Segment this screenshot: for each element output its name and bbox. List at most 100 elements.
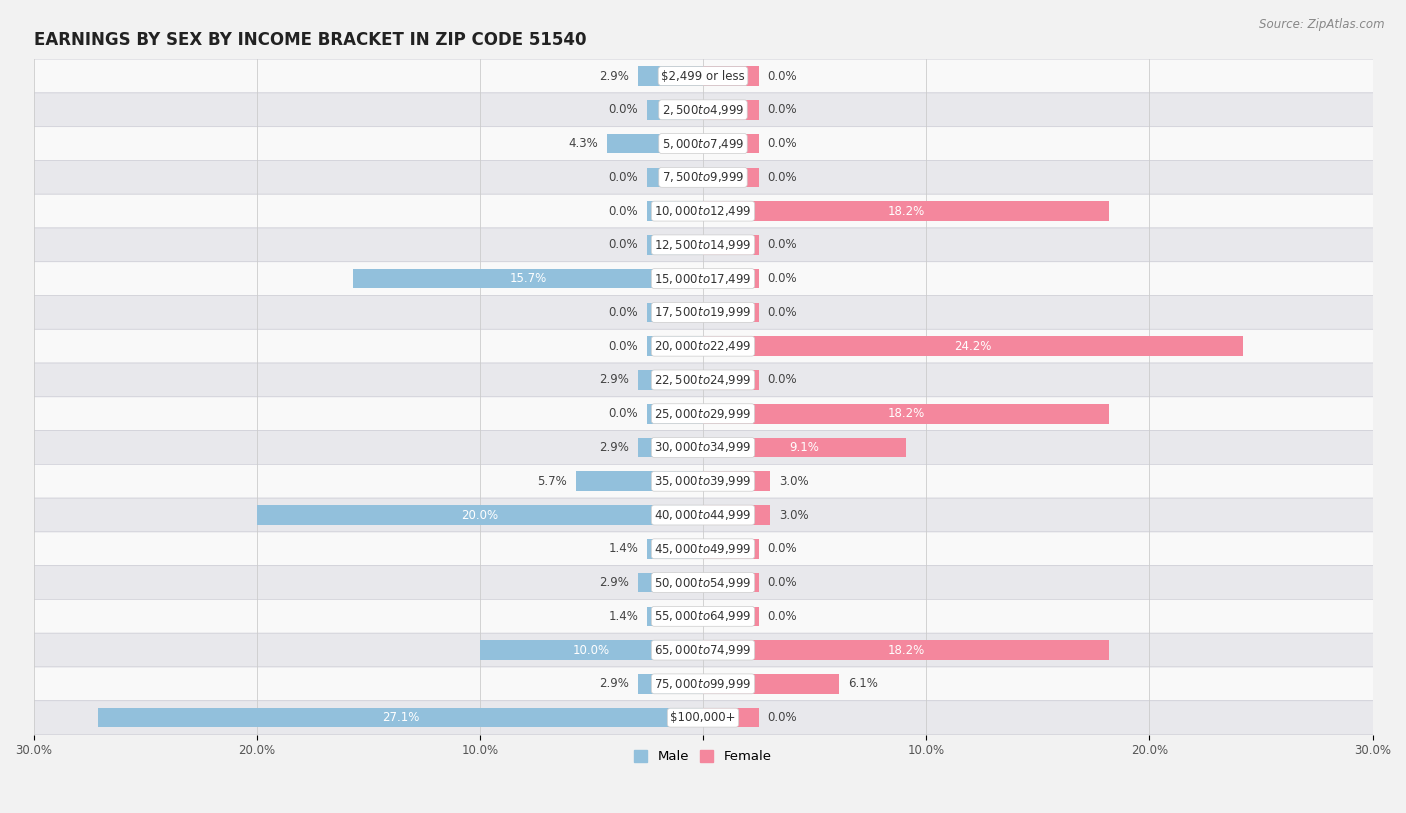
Text: 2.9%: 2.9% — [599, 373, 630, 386]
Text: Source: ZipAtlas.com: Source: ZipAtlas.com — [1260, 18, 1385, 31]
Bar — [703, 269, 759, 289]
Text: 0.0%: 0.0% — [768, 711, 797, 724]
Bar — [703, 404, 1109, 424]
Text: $2,500 to $4,999: $2,500 to $4,999 — [662, 102, 744, 117]
Text: 2.9%: 2.9% — [599, 576, 630, 589]
Text: $75,000 to $99,999: $75,000 to $99,999 — [654, 677, 752, 691]
Bar — [703, 606, 759, 626]
Text: 0.0%: 0.0% — [768, 272, 797, 285]
FancyBboxPatch shape — [22, 498, 1384, 532]
Text: 0.0%: 0.0% — [609, 407, 638, 420]
Text: 2.9%: 2.9% — [599, 441, 630, 454]
Bar — [647, 202, 703, 221]
Bar — [703, 202, 1109, 221]
Text: 0.0%: 0.0% — [768, 306, 797, 319]
Text: 0.0%: 0.0% — [609, 205, 638, 218]
Text: 18.2%: 18.2% — [887, 407, 925, 420]
Text: 0.0%: 0.0% — [768, 137, 797, 150]
Text: 20.0%: 20.0% — [461, 508, 498, 521]
Bar — [647, 539, 703, 559]
Bar — [638, 674, 703, 693]
FancyBboxPatch shape — [22, 194, 1384, 228]
Bar — [703, 66, 759, 86]
Bar — [703, 437, 905, 457]
Text: $50,000 to $54,999: $50,000 to $54,999 — [654, 576, 752, 589]
FancyBboxPatch shape — [22, 93, 1384, 127]
FancyBboxPatch shape — [22, 59, 1384, 93]
Text: 3.0%: 3.0% — [779, 475, 808, 488]
Bar — [638, 66, 703, 86]
Text: 0.0%: 0.0% — [768, 610, 797, 623]
Text: 0.0%: 0.0% — [609, 306, 638, 319]
Bar — [703, 134, 759, 154]
Bar — [638, 370, 703, 389]
Bar — [703, 472, 770, 491]
Text: 0.0%: 0.0% — [609, 171, 638, 184]
Text: $5,000 to $7,499: $5,000 to $7,499 — [662, 137, 744, 150]
Bar — [607, 134, 703, 154]
Text: 10.0%: 10.0% — [572, 644, 610, 657]
Bar — [647, 302, 703, 322]
FancyBboxPatch shape — [22, 464, 1384, 498]
Bar — [703, 641, 1109, 660]
Text: $30,000 to $34,999: $30,000 to $34,999 — [654, 441, 752, 454]
Text: $20,000 to $22,499: $20,000 to $22,499 — [654, 339, 752, 353]
FancyBboxPatch shape — [22, 532, 1384, 566]
Text: $12,500 to $14,999: $12,500 to $14,999 — [654, 238, 752, 252]
Bar — [257, 505, 703, 525]
Text: 1.4%: 1.4% — [609, 542, 638, 555]
Text: 24.2%: 24.2% — [955, 340, 991, 353]
FancyBboxPatch shape — [22, 127, 1384, 160]
Legend: Male, Female: Male, Female — [628, 745, 778, 768]
Text: $65,000 to $74,999: $65,000 to $74,999 — [654, 643, 752, 657]
Bar — [703, 302, 759, 322]
Text: 0.0%: 0.0% — [768, 171, 797, 184]
Bar — [703, 505, 770, 525]
FancyBboxPatch shape — [22, 160, 1384, 194]
Text: 0.0%: 0.0% — [609, 238, 638, 251]
FancyBboxPatch shape — [22, 633, 1384, 667]
Text: 0.0%: 0.0% — [768, 238, 797, 251]
Text: 0.0%: 0.0% — [768, 373, 797, 386]
FancyBboxPatch shape — [22, 701, 1384, 734]
Text: EARNINGS BY SEX BY INCOME BRACKET IN ZIP CODE 51540: EARNINGS BY SEX BY INCOME BRACKET IN ZIP… — [34, 31, 586, 50]
FancyBboxPatch shape — [22, 262, 1384, 296]
FancyBboxPatch shape — [22, 296, 1384, 329]
Bar — [479, 641, 703, 660]
Text: 5.7%: 5.7% — [537, 475, 567, 488]
Text: $10,000 to $12,499: $10,000 to $12,499 — [654, 204, 752, 218]
Bar — [638, 437, 703, 457]
Bar — [98, 708, 703, 728]
Text: 4.3%: 4.3% — [568, 137, 598, 150]
Text: $2,499 or less: $2,499 or less — [661, 70, 745, 83]
Text: 18.2%: 18.2% — [887, 205, 925, 218]
Text: 27.1%: 27.1% — [382, 711, 419, 724]
Text: $17,500 to $19,999: $17,500 to $19,999 — [654, 306, 752, 320]
Bar — [703, 337, 1243, 356]
Bar — [703, 235, 759, 254]
Text: 2.9%: 2.9% — [599, 677, 630, 690]
Bar — [703, 370, 759, 389]
Bar — [576, 472, 703, 491]
Text: $35,000 to $39,999: $35,000 to $39,999 — [654, 474, 752, 489]
FancyBboxPatch shape — [22, 228, 1384, 262]
Text: 3.0%: 3.0% — [779, 508, 808, 521]
Bar — [703, 539, 759, 559]
Bar — [647, 337, 703, 356]
Text: 9.1%: 9.1% — [790, 441, 820, 454]
FancyBboxPatch shape — [22, 363, 1384, 397]
Text: $55,000 to $64,999: $55,000 to $64,999 — [654, 609, 752, 624]
Text: 15.7%: 15.7% — [509, 272, 547, 285]
Bar — [647, 404, 703, 424]
FancyBboxPatch shape — [22, 397, 1384, 431]
Text: 1.4%: 1.4% — [609, 610, 638, 623]
Text: 2.9%: 2.9% — [599, 70, 630, 83]
FancyBboxPatch shape — [22, 566, 1384, 599]
Text: 0.0%: 0.0% — [768, 103, 797, 116]
FancyBboxPatch shape — [22, 667, 1384, 701]
Bar — [703, 573, 759, 593]
Bar — [703, 674, 839, 693]
Text: 0.0%: 0.0% — [768, 542, 797, 555]
Bar — [353, 269, 703, 289]
Text: 0.0%: 0.0% — [768, 576, 797, 589]
